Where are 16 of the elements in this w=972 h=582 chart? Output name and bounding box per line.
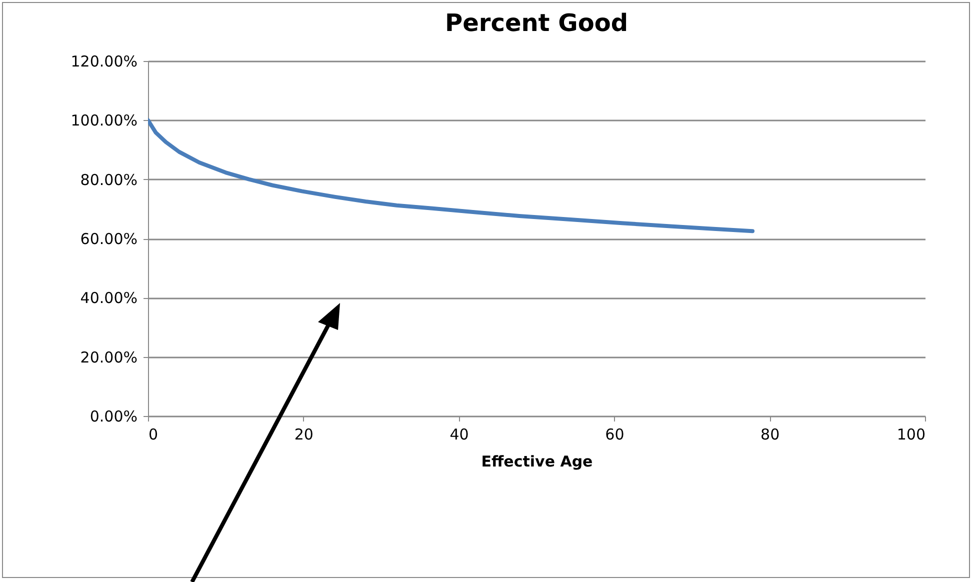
y-tick-label: 0.00% xyxy=(90,408,138,426)
y-tick-label: 120.00% xyxy=(70,52,138,70)
x-tick-label: 20 xyxy=(294,426,314,444)
y-tick-label: 20.00% xyxy=(80,348,138,366)
x-axis-title: Effective Age xyxy=(481,452,593,470)
y-tick-label: 60.00% xyxy=(80,230,138,248)
x-tick-label: 100 xyxy=(896,426,926,444)
y-tick-label: 40.00% xyxy=(80,289,138,308)
x-tick-label: 40 xyxy=(450,426,469,444)
x-tick-label: 60 xyxy=(605,426,624,444)
chart-title: Percent Good xyxy=(445,9,628,37)
y-tick-label: 100.00% xyxy=(70,112,138,130)
x-tick-label: 0 xyxy=(148,426,158,444)
line-series xyxy=(148,118,755,234)
x-tick-label: 80 xyxy=(760,426,780,444)
y-tick-label: 80.00% xyxy=(80,170,138,189)
